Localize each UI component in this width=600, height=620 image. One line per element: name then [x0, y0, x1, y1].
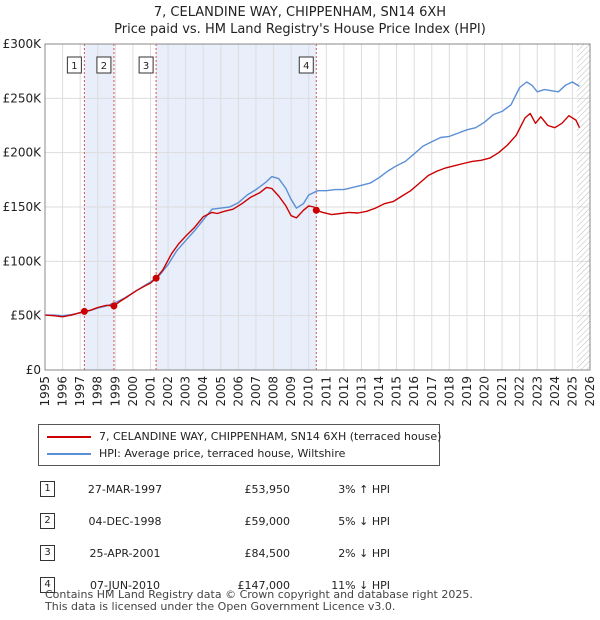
x-tick-label: 2012: [337, 376, 351, 407]
legend-swatch-property: [47, 436, 91, 438]
x-tick-label: 2003: [179, 376, 193, 407]
transaction-marker-box: [66, 56, 82, 74]
transaction-hpi-diff: 11% ↓ HPI: [331, 578, 390, 592]
legend-swatch-hpi: [47, 453, 91, 455]
x-tick-label: 2009: [284, 376, 298, 407]
x-tick-label: 2002: [161, 376, 175, 407]
footer-line-copyright: Contains HM Land Registry data © Crown c…: [45, 588, 473, 601]
x-tick-label: 2013: [354, 376, 368, 407]
chart-subtitle: Price paid vs. HM Land Registry's House …: [114, 22, 486, 37]
x-tick-label: 2001: [143, 376, 157, 407]
x-tick-label: 2010: [302, 376, 316, 407]
transaction-marker-label: 1: [71, 61, 77, 72]
transaction-marker-label: 3: [143, 61, 149, 72]
transaction-date: 07-JUN-2010: [89, 578, 161, 592]
footer-line-licence: This data is licensed under the Open Gov…: [45, 600, 396, 613]
x-tick-label: 2017: [425, 376, 439, 407]
transaction-marker-label: 2: [101, 61, 107, 72]
legend-label-hpi: HPI: Average price, terraced house, Wilt…: [99, 447, 346, 460]
table-row: 4 07-JUN-2010 £147,000 11% ↓ HPI: [40, 569, 390, 601]
y-tick-label: £0: [26, 363, 41, 377]
transaction-marker-box: [138, 56, 154, 74]
transaction-point: [312, 206, 320, 214]
y-tick-label: £50K: [10, 309, 42, 323]
x-tick-label: 1996: [56, 376, 70, 407]
x-tick-label: 1997: [73, 376, 87, 407]
x-tick-label: 2011: [319, 376, 333, 407]
x-tick-label: 2015: [390, 376, 404, 407]
x-tick-label: 1998: [91, 376, 105, 407]
transaction-point: [152, 274, 160, 282]
future-hatch-region: [576, 44, 590, 370]
x-tick-label: 2005: [214, 376, 228, 407]
x-tick-label: 2014: [372, 376, 386, 407]
x-tick-label: 2024: [548, 376, 562, 407]
y-tick-label: £300K: [3, 37, 43, 51]
plot-frame: [44, 43, 591, 371]
transaction-date: 27-MAR-1997: [87, 482, 163, 496]
x-tick-label: 1995: [38, 376, 52, 407]
transaction-price: £53,950: [244, 482, 291, 496]
x-tick-label: 2025: [565, 376, 579, 407]
x-tick-label: 2018: [442, 376, 456, 407]
transaction-marker-label: 4: [303, 61, 309, 72]
x-tick-label: 2000: [126, 376, 140, 407]
transaction-price: £147,000: [237, 578, 291, 592]
x-tick-label: 2019: [460, 376, 474, 407]
transaction-number-badge: 4: [40, 577, 55, 593]
price-chart: 1 2 3 4 £0 £50K £100K £150K £200K £250K £300K 1995…: [3, 37, 597, 407]
y-tick-label: £200K: [3, 146, 43, 160]
footer-copyright: Contains HM Land Registry data © Crown c…: [45, 589, 473, 613]
chart-legend: 7, CELANDINE WAY, CHIPPENHAM, SN14 6XH (…: [38, 424, 442, 466]
transaction-number-badge: 3: [40, 545, 55, 561]
y-tick-label: £150K: [3, 200, 43, 214]
x-tick-label: 2004: [196, 376, 210, 407]
transaction-marker-box: [298, 56, 314, 74]
transaction-point: [110, 302, 118, 310]
x-tick-label: 2023: [530, 376, 544, 407]
table-row: 1 27-MAR-1997 £53,950 3% ↑ HPI: [40, 473, 390, 505]
x-tick-label: 1999: [108, 376, 122, 407]
property-price-line: [44, 112, 581, 318]
legend-label-property: 7, CELANDINE WAY, CHIPPENHAM, SN14 6XH (…: [99, 430, 442, 443]
x-tick-label: 2007: [249, 376, 263, 407]
y-tick-label: £250K: [3, 91, 43, 105]
x-tick-label: 2022: [513, 376, 527, 407]
legend-item-property: 7, CELANDINE WAY, CHIPPENHAM, SN14 6XH (…: [39, 429, 442, 445]
transaction-marker-box: [96, 56, 112, 74]
x-tick-label: 2016: [407, 376, 421, 407]
x-tick-label: 2026: [583, 376, 597, 407]
table-row: 3 25-APR-2001 £84,500 2% ↓ HPI: [40, 537, 390, 569]
x-tick-label: 2021: [495, 376, 509, 407]
transaction-number-badge: 1: [40, 481, 55, 497]
y-tick-label: £100K: [3, 254, 43, 268]
transaction-price: £84,500: [244, 546, 291, 560]
transaction-point: [80, 307, 88, 315]
transaction-hpi-diff: 2% ↓ HPI: [338, 546, 390, 560]
transactions-table: 1 27-MAR-1997 £53,950 3% ↑ HPI 2 04-DEC-…: [40, 473, 390, 601]
legend-item-hpi: HPI: Average price, terraced house, Wilt…: [39, 446, 439, 462]
transaction-price: £59,000: [244, 514, 291, 528]
chart-title-address: 7, CELANDINE WAY, CHIPPENHAM, SN14 6XH: [153, 5, 447, 20]
table-row: 2 04-DEC-1998 £59,000 5% ↓ HPI: [40, 505, 390, 537]
transaction-date: 25-APR-2001: [89, 546, 161, 560]
x-tick-label: 2006: [231, 376, 245, 407]
transaction-number-badge: 2: [40, 513, 55, 529]
transaction-hpi-diff: 5% ↓ HPI: [338, 514, 390, 528]
transaction-date: 04-DEC-1998: [88, 514, 162, 528]
x-tick-label: 2020: [478, 376, 492, 407]
transaction-hpi-diff: 3% ↑ HPI: [338, 482, 390, 496]
x-tick-label: 2008: [267, 376, 281, 407]
